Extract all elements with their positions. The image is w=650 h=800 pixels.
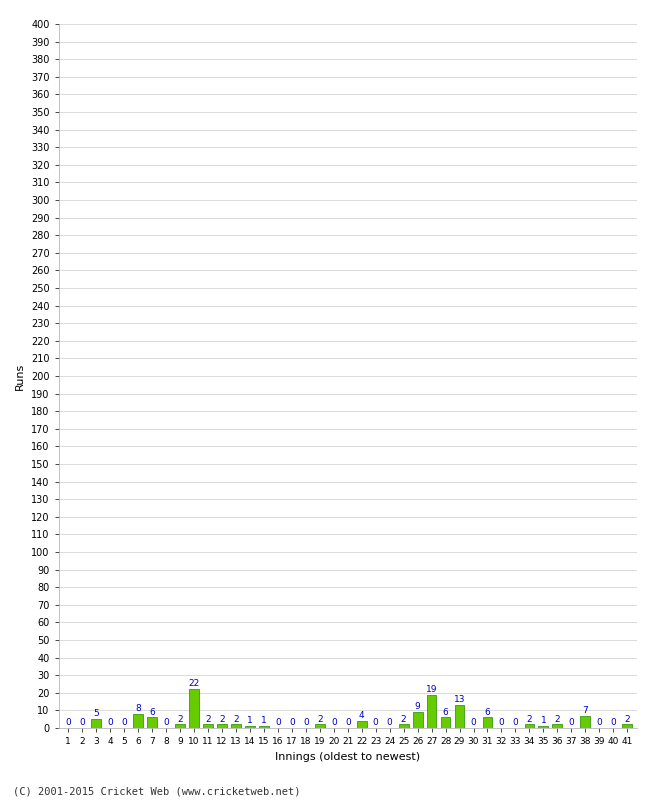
Text: 0: 0 bbox=[163, 718, 169, 727]
Text: 2: 2 bbox=[219, 714, 225, 723]
Bar bbox=[538, 726, 548, 728]
Text: 0: 0 bbox=[513, 718, 518, 727]
Bar bbox=[217, 725, 227, 728]
Bar bbox=[231, 725, 241, 728]
Bar bbox=[176, 725, 185, 728]
Text: 9: 9 bbox=[415, 702, 421, 711]
Text: 7: 7 bbox=[582, 706, 588, 715]
Bar bbox=[426, 694, 437, 728]
Text: 2: 2 bbox=[625, 714, 630, 723]
Bar bbox=[259, 726, 269, 728]
Text: 0: 0 bbox=[569, 718, 574, 727]
Bar bbox=[552, 725, 562, 728]
Text: 0: 0 bbox=[289, 718, 294, 727]
Text: 0: 0 bbox=[610, 718, 616, 727]
Y-axis label: Runs: Runs bbox=[16, 362, 25, 390]
Bar bbox=[525, 725, 534, 728]
Text: 0: 0 bbox=[303, 718, 309, 727]
Text: 6: 6 bbox=[150, 707, 155, 717]
Bar bbox=[92, 719, 101, 728]
Text: 2: 2 bbox=[401, 714, 406, 723]
Text: 0: 0 bbox=[275, 718, 281, 727]
Bar bbox=[245, 726, 255, 728]
Text: 0: 0 bbox=[387, 718, 393, 727]
Text: 0: 0 bbox=[345, 718, 350, 727]
Bar bbox=[203, 725, 213, 728]
Bar bbox=[398, 725, 409, 728]
Text: 6: 6 bbox=[443, 707, 448, 717]
Text: 1: 1 bbox=[541, 716, 546, 726]
Bar bbox=[189, 690, 199, 728]
Text: 22: 22 bbox=[188, 679, 200, 688]
Bar bbox=[413, 712, 422, 728]
Text: 19: 19 bbox=[426, 685, 437, 694]
Bar bbox=[441, 718, 450, 728]
Text: 5: 5 bbox=[94, 710, 99, 718]
Bar bbox=[148, 718, 157, 728]
Text: 2: 2 bbox=[233, 714, 239, 723]
Text: 4: 4 bbox=[359, 711, 365, 720]
Text: 0: 0 bbox=[79, 718, 85, 727]
Text: 0: 0 bbox=[373, 718, 378, 727]
Text: 0: 0 bbox=[66, 718, 71, 727]
Text: 0: 0 bbox=[597, 718, 602, 727]
Bar bbox=[622, 725, 632, 728]
Bar bbox=[454, 705, 465, 728]
Bar bbox=[482, 718, 493, 728]
Text: 2: 2 bbox=[205, 714, 211, 723]
Text: 0: 0 bbox=[331, 718, 337, 727]
Text: 8: 8 bbox=[135, 704, 141, 713]
Bar bbox=[315, 725, 325, 728]
X-axis label: Innings (oldest to newest): Innings (oldest to newest) bbox=[275, 751, 421, 762]
Text: 2: 2 bbox=[317, 714, 322, 723]
Text: 1: 1 bbox=[247, 716, 253, 726]
Text: 6: 6 bbox=[485, 707, 490, 717]
Bar bbox=[580, 716, 590, 728]
Text: 0: 0 bbox=[471, 718, 476, 727]
Text: 0: 0 bbox=[107, 718, 113, 727]
Bar bbox=[133, 714, 143, 728]
Text: 0: 0 bbox=[499, 718, 504, 727]
Text: 2: 2 bbox=[526, 714, 532, 723]
Text: 0: 0 bbox=[122, 718, 127, 727]
Text: 1: 1 bbox=[261, 716, 266, 726]
Text: 13: 13 bbox=[454, 695, 465, 704]
Text: 2: 2 bbox=[554, 714, 560, 723]
Text: 2: 2 bbox=[177, 714, 183, 723]
Text: (C) 2001-2015 Cricket Web (www.cricketweb.net): (C) 2001-2015 Cricket Web (www.cricketwe… bbox=[13, 786, 300, 796]
Bar bbox=[357, 721, 367, 728]
